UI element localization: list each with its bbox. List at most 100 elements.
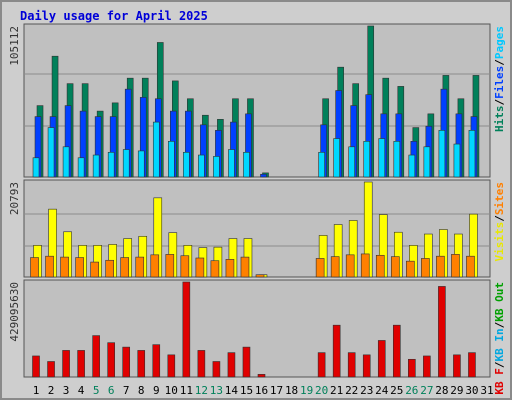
pages-bar [363,141,371,178]
kb-f-bar [212,361,221,378]
legend-item: KB In [493,328,506,361]
sites-bar [30,257,39,278]
day-label: 6 [108,384,115,397]
legend-item: KB F [493,368,506,395]
kb-f-bar [182,281,191,378]
legend-item: Hits [493,106,506,133]
panel-top-legend: Hits/Files/Pages [493,26,506,132]
panel-bottom-legend: KB F/KB In/KB Out [493,282,506,395]
sites-bar [195,257,205,278]
kb-f-bar [107,342,115,378]
day-label: 11 [180,384,193,397]
day-label: 14 [225,384,239,397]
legend-item: / [493,361,506,368]
pages-bar [423,146,431,178]
pages-bar [348,146,355,178]
legend-item: Sites [493,182,506,215]
day-label: 1 [33,384,40,397]
pages-bar [198,154,205,178]
sites-bar [360,253,370,278]
day-label: 24 [375,384,389,397]
day-label: 3 [63,384,70,397]
day-label: 20 [315,384,328,397]
day-label: 2 [48,384,55,397]
day-label: 15 [240,384,253,397]
sites-bar [120,257,130,278]
sites-bar [45,255,54,278]
pages-bar [137,150,145,178]
day-label: 29 [450,384,463,397]
sites-bar [165,254,175,278]
pages-bar [408,154,416,178]
pages-bar [107,151,115,178]
pages-bar [62,146,70,178]
pages-bar [318,151,325,178]
pages-bar [393,141,401,178]
sites-bar [240,256,250,278]
sites-bar [225,259,235,278]
sites-bar [345,254,355,278]
panel-bottom-max-label: 429095630 [8,282,21,342]
sites-bar [75,257,84,278]
kb-f-bar [347,352,356,378]
kb-f-bar [137,350,146,378]
kb-f-bar [362,354,371,378]
kb-f-bar [197,350,206,378]
kb-f-bar [32,355,40,378]
kb-f-bar [152,344,161,378]
sites-bar [390,256,400,278]
legend-item: / [493,321,506,328]
day-label: 21 [330,384,343,397]
panel-top [23,23,491,178]
legend-item: KB Out [493,282,506,322]
sites-bar [60,256,69,278]
day-label: 5 [93,384,100,397]
legend-item: Files [493,66,506,99]
sites-bar [330,256,340,278]
sites-bar [466,255,475,278]
day-label: 22 [345,384,358,397]
sites-bar [315,258,325,278]
sites-bar [406,260,415,278]
kb-f-bar [408,358,416,378]
pages-bar [438,130,446,178]
sites-bar [210,260,220,278]
day-label: 27 [420,384,433,397]
day-label: 12 [195,384,208,397]
pages-bar [453,143,461,178]
sites-bar [375,254,385,278]
pages-bar [378,138,386,178]
legend-item: / [493,99,506,106]
kb-f-bar [62,350,70,378]
sites-bar [451,254,460,278]
kb-f-bar [122,346,131,378]
kb-f-bar [392,324,401,378]
legend-item: Visits [493,222,506,262]
panel-middle-max-label: 20793 [8,182,21,215]
day-label: 13 [210,384,223,397]
sites-bar [255,274,265,278]
panel-top-max-label: 105112 [8,26,21,66]
pages-bar [228,149,235,178]
pages-bar [333,138,340,178]
pages-bar [122,149,130,178]
sites-bar [436,255,445,278]
kb-f-bar [438,286,446,378]
kb-f-bar [332,324,341,378]
kb-f-bar [423,355,431,378]
sites-bar [421,258,430,278]
kb-f-bar [92,335,100,378]
pages-bar [152,121,160,178]
legend-item: Pages [493,26,506,59]
day-label: 17 [270,384,283,397]
sites-bar [180,255,190,278]
day-label: 25 [390,384,403,397]
day-label: 31 [480,384,493,397]
kb-f-bar [377,340,386,378]
kb-f-bar [453,354,461,378]
kb-f-bar [242,346,251,378]
kb-f-bar [317,352,326,378]
pages-bar [92,154,100,178]
legend-item: / [493,215,506,222]
